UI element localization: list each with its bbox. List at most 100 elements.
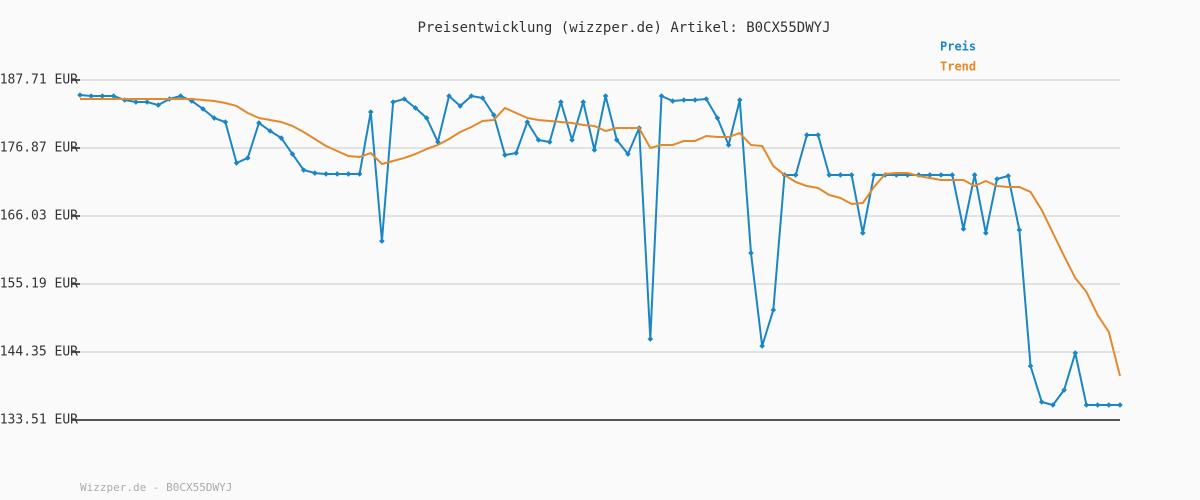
point [155,102,162,108]
point [289,151,296,157]
point [658,93,665,99]
point [736,97,743,103]
point [457,103,464,109]
point [681,97,687,103]
point [580,99,587,105]
point [714,115,721,121]
point [1061,387,1067,393]
point [1117,402,1123,408]
point [848,172,855,178]
point [468,93,475,99]
point [591,147,598,153]
point [490,112,497,118]
point [479,95,486,101]
point [189,98,195,104]
point [513,150,519,156]
point [602,93,609,99]
point [502,152,508,158]
point [1016,227,1023,233]
series-line [79,93,1120,407]
y-tick-label: 144.35 EUR [0,345,78,360]
point [390,99,396,105]
point [613,137,620,143]
point [367,109,374,115]
point [110,93,117,99]
point [669,98,676,104]
point [826,172,833,178]
point [703,96,710,102]
y-tick-label: 176.87 EUR [0,141,78,156]
point [133,99,139,105]
footer: Wizzper.de - B0CX55DWYJ [80,481,232,494]
point [77,92,83,98]
point [177,93,184,99]
point [647,336,654,342]
series-line [80,98,1121,377]
point [524,119,531,125]
point [535,137,542,143]
point [244,155,251,161]
point [99,93,106,99]
y-tick-label: 133.51 EUR [0,413,78,428]
point [983,230,989,236]
point [412,105,419,111]
point [625,151,631,157]
point [871,172,877,178]
point [792,172,799,178]
point [256,120,262,126]
point [725,142,732,148]
point [300,167,307,173]
point [759,343,765,349]
point [88,93,94,99]
point [569,137,575,143]
point [211,115,217,121]
point [770,307,777,313]
point [423,115,430,121]
chart-title: Preisentwicklung (wizzper.de) Artikel: B… [417,20,830,36]
point [334,171,341,177]
point [435,139,441,145]
point [356,171,363,177]
point [927,172,933,178]
point [1106,402,1112,408]
point [1050,402,1056,408]
point [971,172,978,178]
point [446,93,452,99]
point [815,132,821,138]
legend: Preis Trend [940,40,976,74]
point [144,99,150,105]
point [949,172,956,178]
point [938,172,944,178]
y-tick-label: 155.19 EUR [0,277,78,292]
point [1005,173,1011,179]
point [994,176,1000,182]
plot-area [77,92,1123,408]
point [278,135,285,141]
point [401,96,408,102]
y-tick-label: 166.03 EUR [0,209,78,224]
point [312,170,318,176]
point [1027,363,1034,369]
point [804,132,810,138]
legend-label: Trend [940,60,976,74]
point [748,250,754,256]
point [1094,402,1101,408]
point [546,139,553,145]
point [1038,399,1045,405]
point [1083,402,1090,408]
point [1072,350,1079,356]
point [558,99,564,105]
point [379,238,385,244]
point [960,226,967,232]
legend-label: Preis [940,40,976,54]
y-tick-label: 187.71 EUR [0,73,78,88]
point [837,172,844,178]
point [859,230,866,236]
grid [72,79,1120,421]
point [267,128,273,134]
point [233,160,240,166]
point [345,171,352,177]
point [323,171,329,177]
point [222,119,229,125]
